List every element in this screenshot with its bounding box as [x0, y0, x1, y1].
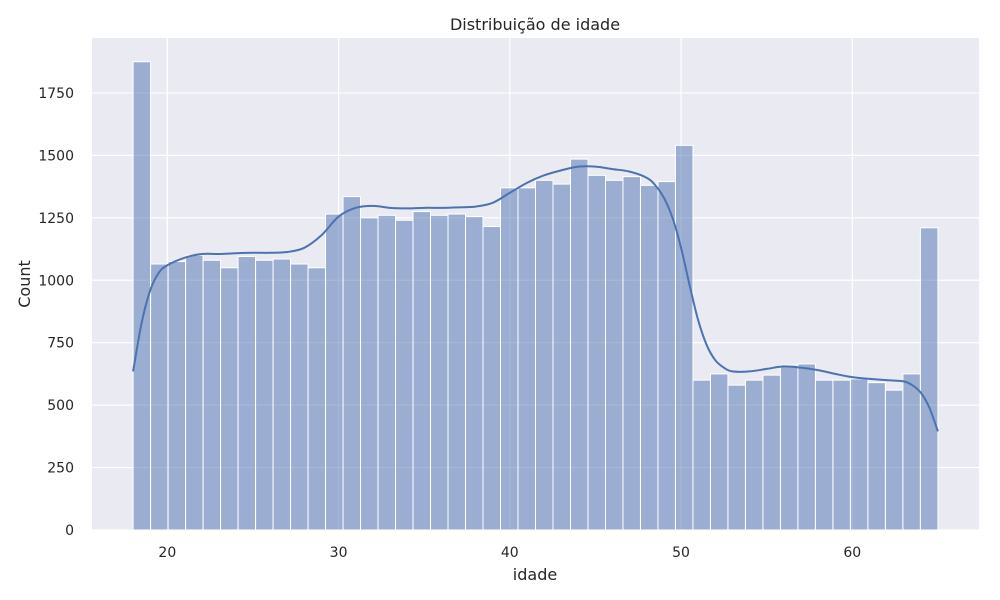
- histogram-bar: [272, 258, 292, 531]
- histogram-bar: [430, 214, 449, 531]
- histogram-bar: [220, 267, 239, 531]
- y-tick-label: 250: [47, 461, 74, 477]
- histogram-bar: [150, 263, 169, 531]
- y-tick-label: 500: [47, 398, 74, 414]
- histogram-bar: [902, 373, 921, 531]
- x-tick-label: 40: [501, 545, 519, 561]
- y-axis-ticks: 0 250 500 750 1000 1250 1500 1750: [38, 86, 74, 539]
- kde-curve: [132, 165, 939, 432]
- histogram-bar: [797, 363, 816, 531]
- histogram-bar: [692, 379, 711, 531]
- histogram-bar: [639, 184, 659, 531]
- histogram-bar: [727, 384, 746, 531]
- histogram-bar: [849, 378, 869, 531]
- histogram-bar: [832, 379, 851, 531]
- histogram-bar: [674, 144, 694, 531]
- y-tick-label: 0: [65, 523, 74, 539]
- histogram-bar: [185, 254, 204, 531]
- histogram-bar: [500, 187, 519, 531]
- histogram-bar: [814, 379, 834, 531]
- histogram-bar: [709, 373, 729, 531]
- x-axis-ticks: 20 30 40 50 60: [158, 545, 861, 561]
- histogram-bar: [744, 379, 764, 531]
- histogram-bar: [552, 183, 571, 531]
- x-tick-label: 60: [843, 545, 861, 561]
- histogram-bar: [919, 227, 939, 531]
- kde-line: [132, 165, 939, 432]
- histogram-bar: [255, 259, 274, 531]
- histogram-bar: [360, 217, 379, 531]
- y-tick-label: 1250: [38, 211, 74, 227]
- histogram-bar: [237, 256, 257, 531]
- histogram-bar: [465, 216, 484, 531]
- histogram-bar: [569, 158, 589, 531]
- histogram-bar: [604, 179, 624, 531]
- histogram-bar: [377, 214, 397, 531]
- y-tick-label: 750: [47, 336, 74, 352]
- histogram-bar: [342, 196, 362, 531]
- histogram-bar: [535, 179, 554, 531]
- y-tick-label: 1500: [38, 148, 74, 164]
- histogram-bar: [517, 187, 537, 531]
- x-axis-label: idade: [513, 565, 557, 584]
- histogram-bar: [447, 213, 467, 531]
- y-axis-label: Count: [15, 260, 34, 308]
- histogram-bar: [762, 374, 781, 531]
- histogram-bar: [482, 226, 502, 531]
- histogram-bars: [132, 61, 939, 531]
- histogram-bar: [779, 364, 799, 531]
- histogram-bar: [884, 389, 904, 531]
- histogram-bar: [587, 174, 606, 531]
- histogram-bar: [202, 259, 222, 531]
- chart-title: Distribuição de idade: [450, 15, 620, 34]
- histogram-bar: [167, 261, 187, 531]
- y-tick-label: 1750: [38, 86, 74, 102]
- y-tick-label: 1000: [38, 273, 74, 289]
- x-tick-label: 20: [158, 545, 176, 561]
- x-tick-label: 50: [672, 545, 690, 561]
- x-tick-label: 30: [330, 545, 348, 561]
- histogram-bar: [867, 382, 886, 531]
- histogram-bar: [395, 219, 414, 531]
- histogram-bar: [412, 211, 432, 531]
- histogram-bar: [622, 176, 641, 531]
- histogram-bar: [307, 267, 327, 531]
- histogram-bar: [290, 263, 309, 531]
- histogram-bar: [657, 181, 676, 531]
- histogram-bar: [325, 213, 344, 531]
